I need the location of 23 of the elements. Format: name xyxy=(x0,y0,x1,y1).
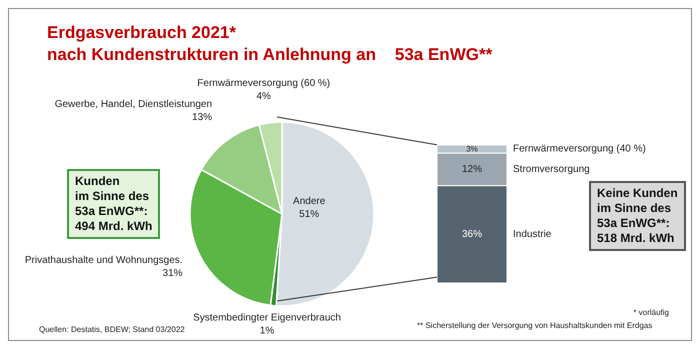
chart-subtitle: nach Kundenstrukturen in Anlehnung an 53a EnWG** xyxy=(47,45,494,65)
data-label: 13% xyxy=(192,112,212,124)
series-label: Fernwärmeversorgung (40 %) xyxy=(513,144,646,155)
slice-label: Systembedingter Eigenverbrauch xyxy=(193,312,341,324)
data-label: 1% xyxy=(260,326,274,337)
data-label: 3% xyxy=(466,144,478,154)
data-label: 4% xyxy=(256,90,272,102)
source-note: Quellen: Destatis, BDEW; Stand 03/2022 xyxy=(39,325,185,334)
text: Kunden im Sinne des 53a EnWG**: 494 Mrd. kWh xyxy=(75,174,152,234)
slice-label: Privathaushalte und Wohnungsges. xyxy=(24,255,183,266)
text: Keine Kunden im Sinne des 53a EnWG**: 518 Mrd. kWh xyxy=(597,186,678,246)
chart-title: Erdgasverbrauch 2021* xyxy=(47,23,236,43)
series-label: Stromversorgung xyxy=(513,164,590,175)
data-label: 51% xyxy=(299,209,320,220)
data-label: 12% xyxy=(462,164,482,175)
series-label: Industrie xyxy=(513,228,552,240)
slice-label: Gewerbe, Handel, Dienstleistungen xyxy=(54,99,212,110)
slice-label: Fernwärmeversorgung (60 %) xyxy=(197,78,330,89)
data-label: 36% xyxy=(462,228,482,240)
data-label: 31% xyxy=(162,268,183,280)
text: ** Sicherstellung der Versorgung von Haushaltskunden mit Erdgas xyxy=(417,321,652,330)
slice-label: Andere xyxy=(293,196,326,208)
text: * vorläufig xyxy=(633,308,669,317)
